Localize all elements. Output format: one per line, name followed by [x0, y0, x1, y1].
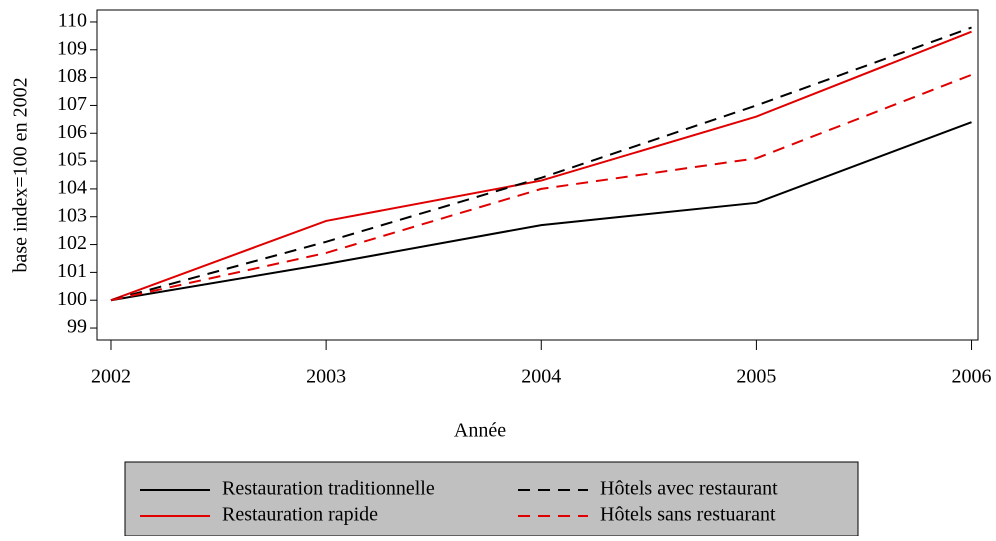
legend-label: Restauration rapide [222, 504, 378, 526]
y-tick-label: 107 [57, 93, 87, 115]
legend-label: Hôtels sans restuarant [600, 504, 776, 526]
y-tick-label: 110 [58, 10, 87, 32]
legend [124, 461, 859, 537]
y-tick-label: 104 [57, 177, 87, 199]
y-tick-label: 109 [57, 37, 87, 59]
y-tick-label: 100 [57, 288, 87, 310]
y-tick-label: 102 [57, 232, 87, 254]
y-tick-label: 103 [57, 204, 87, 226]
y-tick-label: 106 [57, 121, 87, 143]
series-line [110, 26, 972, 302]
plot-frame [96, 9, 979, 341]
legend-label: Hôtels avec restaurant [600, 478, 778, 500]
x-tick-label: 2004 [521, 366, 561, 388]
x-tick-label: 2005 [736, 366, 776, 388]
y-tick-label: 99 [67, 316, 87, 338]
series-line [110, 30, 972, 302]
x-tick-label: 2006 [952, 366, 992, 388]
x-tick-label: 2002 [91, 366, 131, 388]
y-tick-label: 101 [57, 260, 87, 282]
y-tick-label: 108 [57, 65, 87, 87]
x-tick-label: 2003 [306, 366, 346, 388]
x-axis-label: Année [454, 420, 506, 442]
y-axis-label: base index=100 en 2002 [10, 77, 32, 272]
series-line [110, 121, 972, 302]
legend-label: Restauration traditionnelle [222, 478, 435, 500]
series-line [110, 73, 972, 302]
y-tick-label: 105 [57, 149, 87, 171]
